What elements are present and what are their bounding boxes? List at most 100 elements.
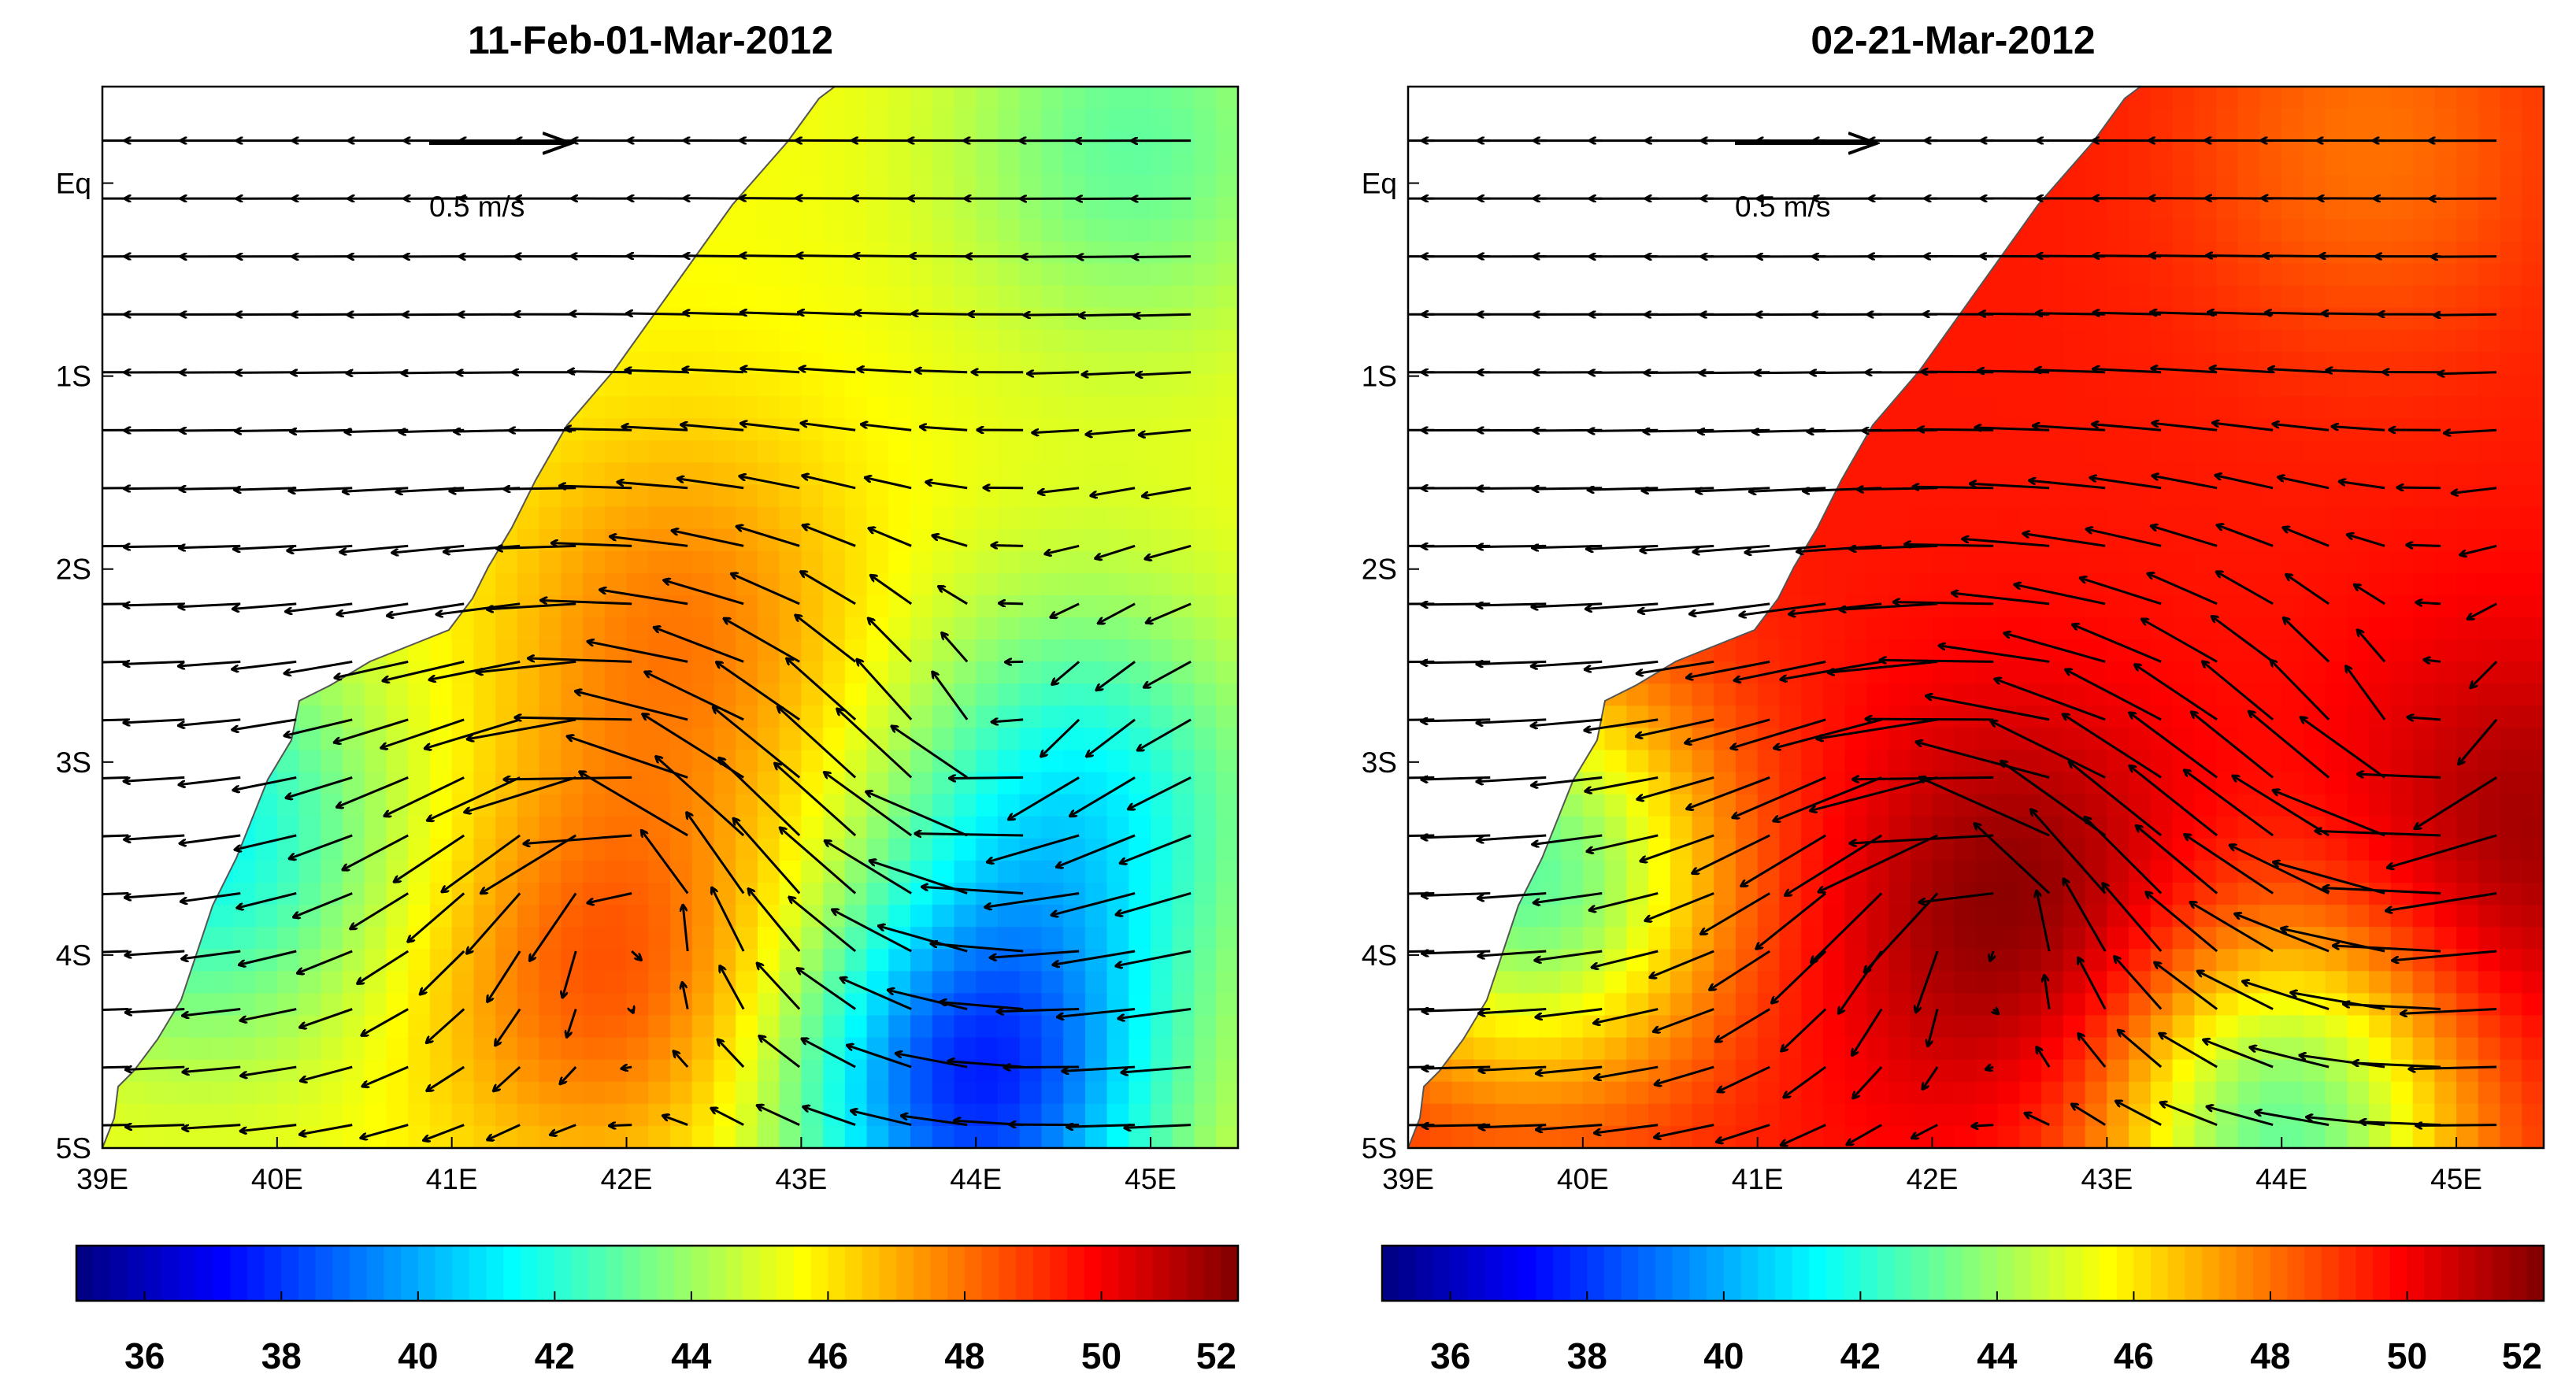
field-cell	[1888, 728, 1911, 751]
field-cell	[997, 706, 1021, 729]
field-cell	[1084, 197, 1108, 220]
field-cell	[757, 661, 780, 684]
left-land-mask	[102, 87, 835, 1148]
field-cell	[2019, 661, 2042, 684]
field-cell	[2107, 706, 2129, 729]
field-cell	[1910, 396, 1933, 419]
field-cell	[1954, 993, 1977, 1017]
field-cell	[844, 263, 868, 287]
field-cell	[1976, 949, 1999, 972]
field-cell	[648, 993, 671, 1017]
field-cell	[2303, 285, 2326, 309]
current-vector	[487, 1124, 521, 1140]
field-cell	[1194, 639, 1217, 662]
field-cell	[1670, 816, 1693, 839]
colorbar-cell	[845, 1246, 863, 1301]
current-vector	[580, 772, 688, 837]
field-cell	[779, 838, 802, 861]
field-cell	[583, 1103, 606, 1127]
field-cell	[2216, 550, 2239, 574]
field-cell	[2303, 263, 2326, 287]
field-cell	[1735, 816, 1759, 839]
field-cell	[1604, 838, 1627, 861]
field-cell	[146, 1103, 169, 1127]
field-cell	[954, 1081, 977, 1105]
field-cell	[2019, 550, 2042, 574]
field-cell	[2172, 241, 2195, 265]
field-cell	[429, 905, 453, 928]
field-cell	[932, 440, 955, 464]
field-cell	[888, 484, 911, 508]
field-cell	[1626, 750, 1649, 773]
field-cell	[1997, 1103, 2021, 1127]
colorbar-cell	[195, 1246, 214, 1301]
field-cell	[1582, 1059, 1606, 1083]
field-cell	[1976, 1059, 1999, 1083]
field-cell	[2041, 307, 2064, 331]
field-cell	[976, 197, 999, 220]
field-cell	[1910, 728, 1933, 751]
field-cell	[997, 153, 1021, 176]
current-vector	[841, 978, 912, 1010]
field-cell	[648, 1103, 671, 1127]
colorbar-cell	[1221, 1246, 1239, 1301]
field-cell	[1976, 661, 1999, 684]
field-cell	[2303, 307, 2326, 331]
field-cell	[823, 241, 846, 265]
field-cell	[1019, 750, 1043, 773]
field-cell	[2172, 285, 2195, 309]
field-cell	[1866, 462, 1889, 486]
field-cell	[713, 396, 736, 419]
current-vector	[232, 660, 297, 669]
field-cell	[2259, 153, 2282, 176]
field-cell	[2129, 572, 2152, 596]
field-cell	[2281, 971, 2304, 994]
field-cell	[997, 307, 1021, 331]
field-cell	[1495, 971, 1518, 994]
field-cell	[888, 197, 911, 220]
field-cell	[1866, 927, 1889, 950]
field-cell	[1084, 241, 1108, 265]
field-cell	[801, 883, 824, 906]
field-cell	[1019, 772, 1043, 795]
current-vector	[467, 892, 521, 953]
field-cell	[343, 883, 365, 906]
field-cell	[932, 285, 955, 309]
field-cell	[495, 617, 518, 640]
field-cell	[2216, 329, 2239, 353]
field-cell	[1910, 617, 1933, 640]
field-cell	[1106, 750, 1129, 773]
field-cell	[1194, 1081, 1217, 1105]
field-cell	[1954, 706, 1977, 729]
current-vector	[335, 718, 409, 743]
field-cell	[298, 816, 321, 839]
field-cell	[539, 949, 562, 972]
current-vector	[515, 717, 632, 720]
field-cell	[2107, 661, 2129, 684]
field-cell	[1779, 1103, 1802, 1127]
current-vector	[926, 482, 968, 490]
field-cell	[276, 772, 300, 795]
field-cell	[1194, 794, 1217, 817]
current-vector	[358, 950, 410, 983]
left-reference-label: 0.5 m/s	[429, 191, 524, 223]
field-cell	[2303, 661, 2326, 684]
field-cell	[2303, 175, 2326, 198]
field-cell	[779, 1059, 802, 1083]
field-cell	[1084, 639, 1108, 662]
field-cell	[2281, 153, 2304, 176]
field-cell	[451, 750, 475, 773]
field-cell	[1106, 883, 1129, 906]
field-cell	[626, 772, 649, 795]
field-cell	[321, 905, 343, 928]
field-cell	[1910, 528, 1933, 552]
field-cell	[801, 307, 824, 331]
field-cell	[1866, 617, 1889, 640]
field-cell	[1757, 1015, 1781, 1039]
field-cell	[1084, 396, 1108, 419]
field-cell	[561, 639, 584, 662]
field-cell	[2129, 993, 2152, 1017]
field-cell	[429, 860, 453, 883]
colorbar-cell	[879, 1246, 897, 1301]
field-cell	[1888, 1015, 1911, 1039]
